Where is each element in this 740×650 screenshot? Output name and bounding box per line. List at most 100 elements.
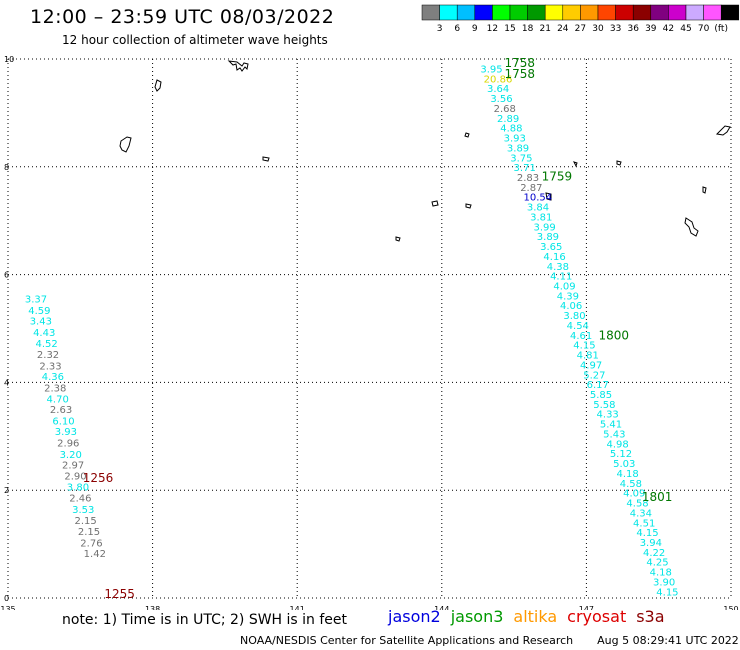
island-shape <box>464 132 470 138</box>
wave-height-label: 4.58 <box>626 499 648 510</box>
wave-height-label: 4.16 <box>543 252 565 263</box>
wave-height-label: 2.15 <box>78 527 100 538</box>
altimeter-track-west: 3.374.593.434.434.522.322.334.362.384.70… <box>25 295 106 560</box>
latitude-tick-label: 4 <box>4 378 9 387</box>
wave-height-label: 3.94 <box>640 538 662 549</box>
satellite-cryosat: cryosat <box>567 607 627 626</box>
scale-label: 27 <box>575 24 586 34</box>
wave-height-label: 3.93 <box>504 134 526 145</box>
graticule <box>7 58 732 599</box>
scale-label: 33 <box>610 24 621 34</box>
island-shape <box>154 79 162 92</box>
wave-height-label: 4.33 <box>597 410 619 421</box>
wave-height-label: 3.93 <box>55 427 77 438</box>
wave-height-label: 2.15 <box>75 516 97 527</box>
wave-height-label: 3.95 <box>480 64 502 75</box>
wave-height-label: 5.58 <box>593 400 615 411</box>
wave-height-label: 5.41 <box>600 420 622 431</box>
island-shape <box>684 217 699 237</box>
wave-height-label: 4.97 <box>580 360 602 371</box>
wave-height-label: 2.90 <box>64 471 86 482</box>
latitude-tick-label: 8 <box>4 163 9 172</box>
wave-height-label: 2.38 <box>44 384 66 395</box>
wave-height-label: 3.37 <box>25 295 47 306</box>
page-subtitle: 12 hour collection of altimeter wave hei… <box>62 33 328 47</box>
longitude-tick-label: 141 <box>290 605 305 610</box>
wave-height-label: 3.80 <box>563 311 585 322</box>
island-shape <box>262 156 270 162</box>
wave-height-label: 4.25 <box>646 558 668 569</box>
wave-height-label: 4.43 <box>33 328 55 339</box>
wave-height-label: 2.89 <box>497 114 519 125</box>
wave-height-label: 4.18 <box>650 568 672 579</box>
credit-text: NOAA/NESDIS Center for Satellite Applica… <box>240 634 574 647</box>
wave-height-label: 20.86 <box>484 74 513 85</box>
wave-height-label: 2.68 <box>494 104 516 115</box>
axis-labels: 135 138 141 144 147 150 0 2 4 6 8 10 <box>0 55 738 610</box>
island-shape <box>431 200 439 207</box>
wave-height-label: 4.39 <box>557 291 579 302</box>
wave-height-label: 4.09 <box>553 281 575 292</box>
wave-height-label: 10.54 <box>524 193 553 204</box>
island-shape <box>616 160 622 166</box>
pass-time-label: 1759 <box>542 169 573 183</box>
color-scale-legend: 3 6 9 12 15 18 21 24 27 30 33 36 39 42 45 70 (ft) <box>421 4 740 34</box>
wave-height-label: 4.34 <box>630 508 652 519</box>
scale-label: 45 <box>680 24 691 34</box>
scale-swatch <box>720 4 740 21</box>
wave-height-label: 2.32 <box>37 350 59 361</box>
scale-label: 42 <box>663 24 674 34</box>
pass-time-label: 1758 <box>504 56 535 70</box>
wave-height-label: 3.80 <box>67 483 89 494</box>
wave-height-label: 3.53 <box>72 505 94 516</box>
wave-height-label: 3.89 <box>507 143 529 154</box>
scale-label: 3 <box>437 24 443 34</box>
scale-label: 30 <box>592 24 604 34</box>
wave-height-label: 3.81 <box>530 212 552 223</box>
wave-height-label: 4.15 <box>656 587 678 598</box>
wave-height-label: 3.84 <box>527 203 549 214</box>
scale-label: 39 <box>645 24 657 34</box>
wave-height-label: 2.87 <box>520 183 542 194</box>
credit-line: NOAA/NESDIS Center for Satellite Applica… <box>240 634 739 647</box>
wave-height-label: 3.56 <box>490 94 512 105</box>
wave-height-label: 4.54 <box>567 321 589 332</box>
pass-time-label: 1255 <box>104 587 135 601</box>
satellite-s3a: s3a <box>636 607 665 626</box>
wave-height-label: 4.11 <box>550 272 572 283</box>
pass-time-label: 1256 <box>83 471 114 485</box>
island-shape <box>573 161 578 168</box>
latitude-tick-label: 2 <box>4 486 9 495</box>
wave-height-label: 3.64 <box>487 84 509 95</box>
wave-height-label: 4.38 <box>547 262 569 273</box>
wave-height-label: 4.22 <box>643 548 665 559</box>
longitude-tick-label: 147 <box>579 605 594 610</box>
wave-height-label: 4.59 <box>28 306 50 317</box>
wave-height-label: 5.43 <box>603 429 625 440</box>
latitude-tick-label: 0 <box>4 594 9 603</box>
wave-height-label: 6.17 <box>587 380 609 391</box>
wave-height-label: 3.99 <box>533 222 555 233</box>
scale-label: 70 <box>698 24 710 34</box>
satellite-jason2: jason2 <box>388 607 441 626</box>
latitude-tick-label: 10 <box>4 55 14 64</box>
wave-height-label: 1.42 <box>84 549 106 560</box>
generated-timestamp: Aug 5 08:29:41 UTC 2022 <box>597 634 739 647</box>
longitude-tick-label: 138 <box>145 605 160 610</box>
wave-height-label: 3.20 <box>60 450 82 461</box>
scale-label: 12 <box>487 24 498 34</box>
footer-note: note: 1) Time is in UTC; 2) SWH is in fe… <box>62 612 348 628</box>
longitude-tick-label: 135 <box>0 605 15 610</box>
latitude-tick-label: 6 <box>4 271 9 280</box>
wave-height-label: 4.61 <box>570 331 592 342</box>
wave-height-label: 2.46 <box>69 494 91 505</box>
wave-height-label: 4.58 <box>620 479 642 490</box>
island-shape <box>465 203 472 209</box>
wave-height-label: 4.15 <box>636 528 658 539</box>
island-shape <box>715 125 731 136</box>
pass-time-label: 1801 <box>642 490 673 504</box>
coastlines <box>119 60 731 242</box>
pass-time-label: 1800 <box>598 328 629 342</box>
wave-height-label: 3.90 <box>653 577 675 588</box>
